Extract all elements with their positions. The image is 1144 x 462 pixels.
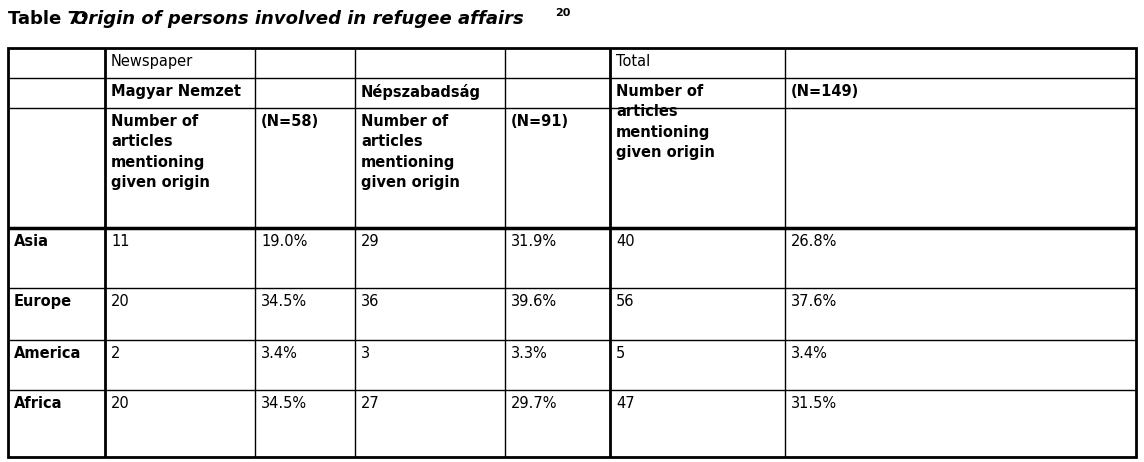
Text: 3.4%: 3.4% (261, 346, 297, 361)
Text: Number of
articles
mentioning
given origin: Number of articles mentioning given orig… (111, 114, 209, 190)
Text: (N=91): (N=91) (511, 114, 569, 129)
Text: 36: 36 (362, 294, 380, 309)
Text: 37.6%: 37.6% (791, 294, 837, 309)
Text: 27: 27 (362, 396, 380, 411)
Text: Africa: Africa (14, 396, 63, 411)
Bar (8, 48, 1136, 457)
Text: 20: 20 (111, 294, 129, 309)
Text: 20: 20 (111, 396, 129, 411)
Text: 39.6%: 39.6% (511, 294, 557, 309)
Text: Asia: Asia (14, 234, 49, 249)
Text: 2: 2 (111, 346, 120, 361)
Text: (N=149): (N=149) (791, 84, 859, 99)
Text: 34.5%: 34.5% (261, 396, 307, 411)
Text: 19.0%: 19.0% (261, 234, 308, 249)
Text: 26.8%: 26.8% (791, 234, 837, 249)
Text: Népszabadság: Népszabadság (362, 84, 480, 100)
Text: 29.7%: 29.7% (511, 396, 557, 411)
Text: Newspaper: Newspaper (111, 54, 193, 69)
Text: Origin of persons involved in refugee affairs: Origin of persons involved in refugee af… (73, 10, 524, 28)
Text: America: America (14, 346, 81, 361)
Text: 3.4%: 3.4% (791, 346, 828, 361)
Text: 34.5%: 34.5% (261, 294, 307, 309)
Text: 5: 5 (615, 346, 626, 361)
Text: 31.9%: 31.9% (511, 234, 557, 249)
Text: 40: 40 (615, 234, 635, 249)
Text: 20: 20 (555, 8, 571, 18)
Text: 3: 3 (362, 346, 371, 361)
Text: Table 7:: Table 7: (8, 10, 94, 28)
Text: 47: 47 (615, 396, 635, 411)
Text: Total: Total (615, 54, 650, 69)
Text: 56: 56 (615, 294, 635, 309)
Text: Number of
articles
mentioning
given origin: Number of articles mentioning given orig… (362, 114, 460, 190)
Text: 29: 29 (362, 234, 380, 249)
Text: (N=58): (N=58) (261, 114, 319, 129)
Text: 3.3%: 3.3% (511, 346, 548, 361)
Text: Europe: Europe (14, 294, 72, 309)
Text: 11: 11 (111, 234, 129, 249)
Text: Number of
articles
mentioning
given origin: Number of articles mentioning given orig… (615, 84, 715, 160)
Text: 31.5%: 31.5% (791, 396, 837, 411)
Text: Magyar Nemzet: Magyar Nemzet (111, 84, 241, 99)
